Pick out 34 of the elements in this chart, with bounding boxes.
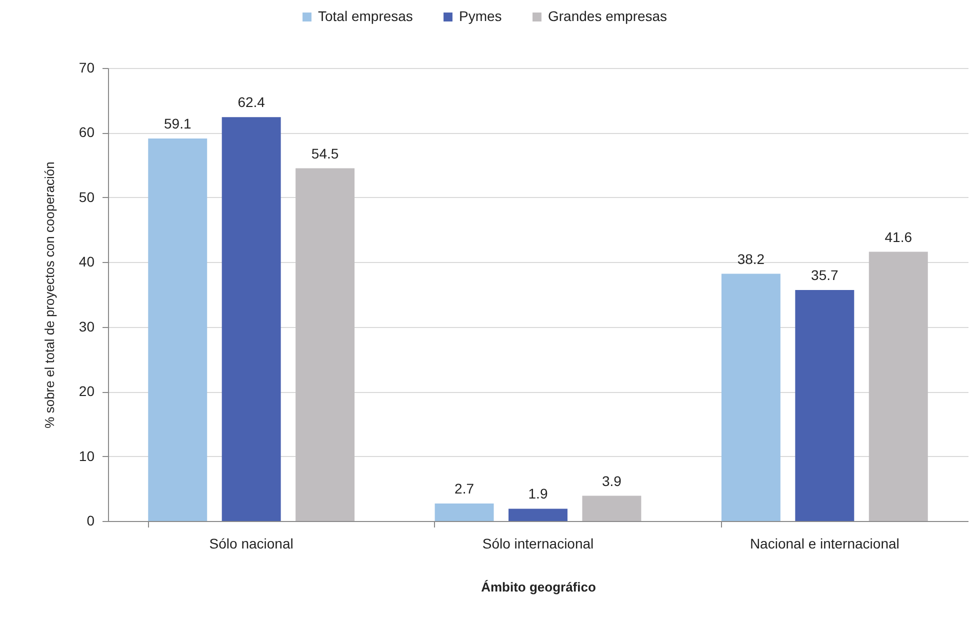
- x-axis-title: Ámbito geográfico: [481, 580, 596, 594]
- data-label: 2.7: [454, 480, 474, 497]
- legend-label: Total empresas: [318, 8, 413, 24]
- bar: [795, 290, 854, 521]
- data-label: 62.4: [238, 94, 266, 110]
- data-label: 59.1: [164, 116, 192, 132]
- bar: [721, 274, 780, 521]
- bar: [434, 504, 494, 521]
- y-tick-label: 70: [78, 60, 95, 76]
- bar: [148, 138, 208, 521]
- data-label: 41.6: [884, 228, 912, 245]
- y-tick-label: 30: [78, 318, 95, 334]
- bar: [296, 168, 355, 521]
- data-label: 54.5: [311, 145, 339, 162]
- data-label: 35.7: [811, 266, 839, 283]
- legend-label: Pymes: [459, 8, 502, 24]
- y-axis-title: % sobre el total de proyectos con cooperación: [42, 162, 57, 428]
- data-label: 3.9: [602, 472, 622, 489]
- y-tick-label: 0: [86, 512, 95, 528]
- y-tick-label: 40: [78, 254, 95, 270]
- data-label: 1.9: [528, 486, 548, 502]
- legend-label: Grandes empresas: [548, 8, 668, 24]
- bar: [582, 496, 642, 521]
- data-label: 38.2: [737, 250, 765, 267]
- y-tick-label: 60: [78, 124, 95, 140]
- y-tick-label: 20: [78, 383, 95, 400]
- x-tick-label: Sólo nacional: [209, 536, 294, 552]
- y-tick-label: 50: [78, 188, 95, 205]
- x-tick-label: Nacional e internacional: [750, 536, 900, 552]
- bar: [222, 117, 281, 521]
- bar: [868, 252, 928, 521]
- y-tick-label: 10: [78, 448, 95, 464]
- x-tick-label: Sólo internacional: [482, 536, 594, 552]
- bar: [508, 508, 568, 521]
